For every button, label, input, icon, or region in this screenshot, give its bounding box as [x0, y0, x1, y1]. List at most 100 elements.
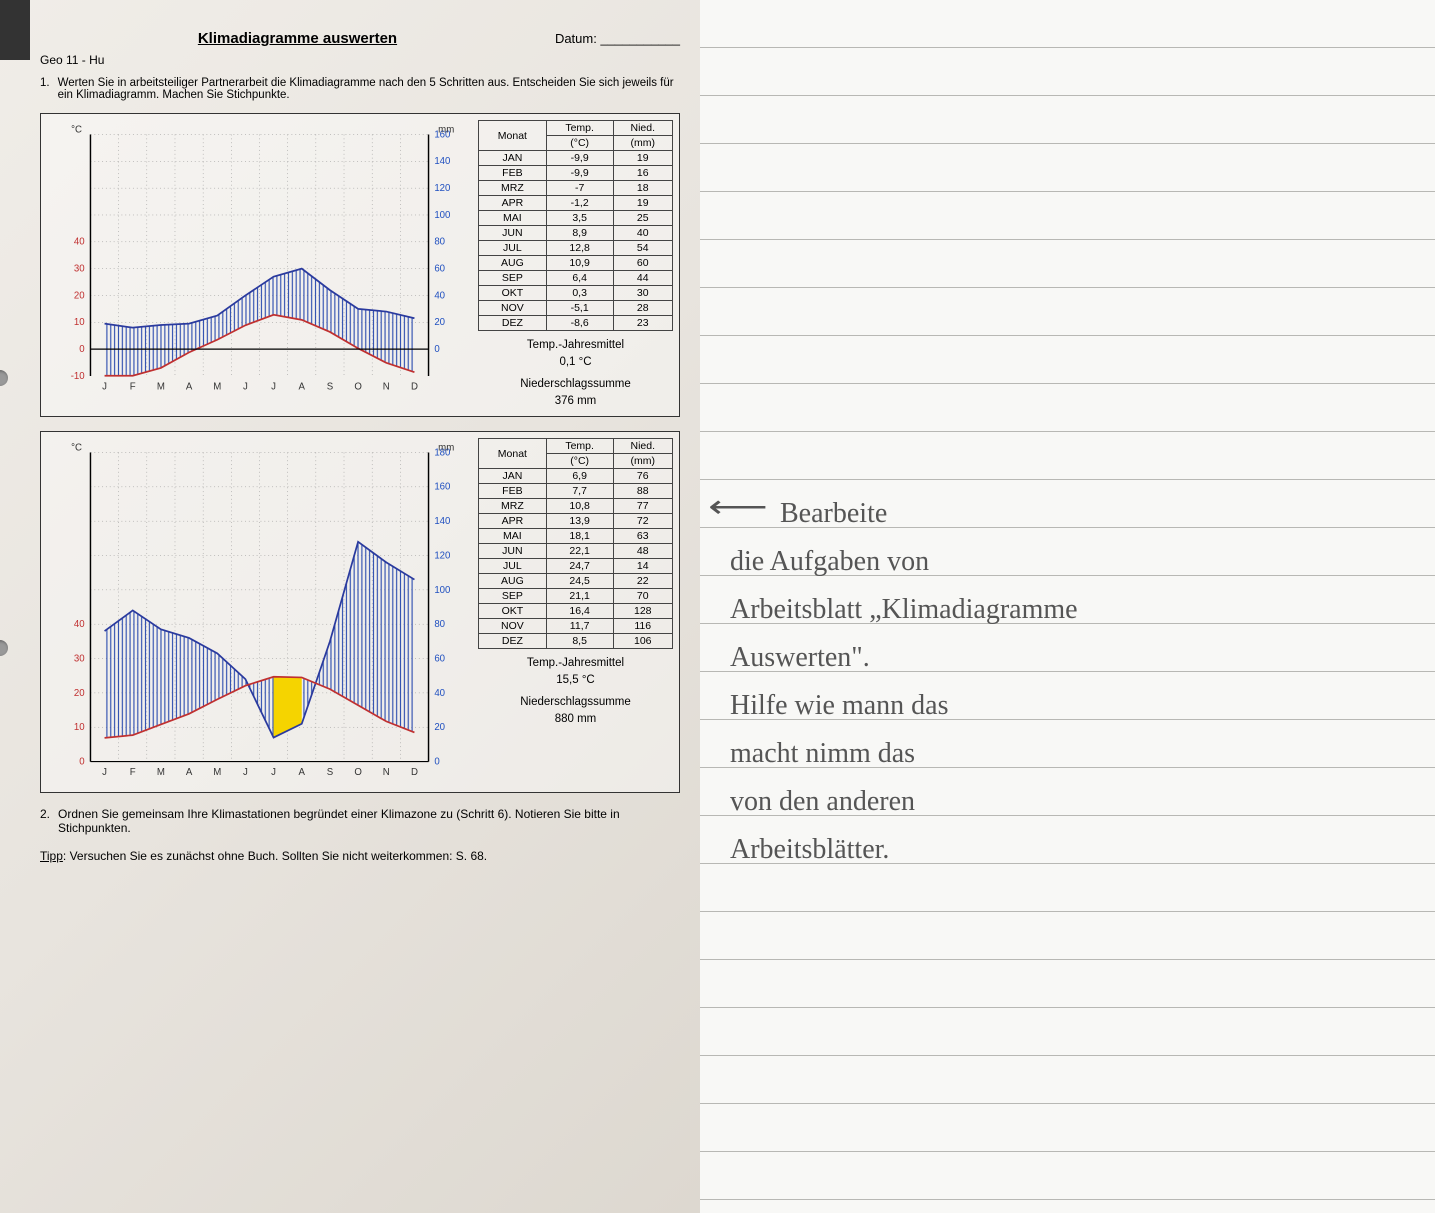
chart-1: -10010203040020406080100120140160JFMAMJJ… — [47, 120, 472, 410]
svg-text:F: F — [130, 767, 136, 778]
data-table-1: MonatTemp.Nied. (°C)(mm)JAN-9,919FEB-9,9… — [478, 120, 673, 331]
task-number: 1. — [40, 77, 50, 101]
svg-text:20: 20 — [434, 722, 445, 733]
svg-text:10: 10 — [74, 317, 85, 328]
svg-text:40: 40 — [434, 290, 445, 301]
svg-text:N: N — [383, 381, 390, 392]
svg-text:J: J — [243, 767, 248, 778]
svg-text:A: A — [299, 767, 306, 778]
svg-text:S: S — [327, 767, 333, 778]
tip-text: : Versuchen Sie es zunächst ohne Buch. S… — [63, 849, 487, 863]
svg-text:M: M — [213, 767, 221, 778]
svg-text:30: 30 — [74, 264, 85, 275]
handwriting-line: die Aufgaben von — [730, 538, 1405, 586]
handwritten-note: ⟵ Bearbeitedie Aufgaben vonArbeitsblatt … — [730, 490, 1405, 874]
svg-text:J: J — [271, 381, 276, 392]
svg-text:0: 0 — [434, 344, 439, 355]
svg-text:120: 120 — [434, 183, 450, 194]
svg-text:A: A — [299, 381, 306, 392]
svg-text:M: M — [157, 767, 165, 778]
svg-text:30: 30 — [74, 653, 85, 664]
svg-text:0: 0 — [434, 756, 439, 767]
worksheet-page: Klimadiagramme auswerten Datum: ________… — [0, 0, 700, 1213]
svg-text:M: M — [213, 381, 221, 392]
precip-sum-value: 880 mm — [478, 711, 673, 728]
svg-text:0: 0 — [79, 344, 84, 355]
svg-text:D: D — [411, 767, 418, 778]
svg-text:20: 20 — [74, 290, 85, 301]
svg-text:160: 160 — [434, 482, 450, 493]
tip-label: Tipp — [40, 849, 63, 863]
temp-mean-value: 15,5 °C — [478, 672, 673, 689]
svg-text:°C: °C — [71, 443, 82, 454]
svg-text:J: J — [102, 381, 107, 392]
svg-text:J: J — [271, 767, 276, 778]
svg-text:140: 140 — [434, 156, 450, 167]
svg-text:-10: -10 — [71, 371, 85, 382]
svg-text:120: 120 — [434, 550, 450, 561]
svg-text:mm: mm — [438, 443, 454, 454]
handwriting-line: Hilfe wie mann das — [730, 682, 1405, 730]
svg-text:A: A — [186, 767, 193, 778]
punch-hole — [0, 640, 8, 656]
svg-text:60: 60 — [434, 653, 445, 664]
header-row: Klimadiagramme auswerten Datum: ________… — [40, 30, 680, 47]
svg-text:O: O — [354, 767, 362, 778]
scan-artifact — [0, 0, 30, 60]
svg-text:40: 40 — [74, 237, 85, 248]
notebook-page: ⟵ Bearbeitedie Aufgaben vonArbeitsblatt … — [700, 0, 1435, 1213]
chart-2: 010203040020406080100120140160180JFMAMJJ… — [47, 438, 472, 786]
svg-text:D: D — [411, 381, 418, 392]
handwriting-line: Arbeitsblatt „Klimadiagramme — [730, 586, 1405, 634]
punch-hole — [0, 370, 8, 386]
chart-svg-1: -10010203040020406080100120140160JFMAMJJ… — [47, 120, 472, 400]
svg-text:F: F — [130, 381, 136, 392]
task-1: 1. Werten Sie in arbeitsteiliger Partner… — [40, 77, 680, 101]
temp-mean-label: Temp.-Jahresmittel — [478, 337, 673, 354]
svg-text:A: A — [186, 381, 193, 392]
svg-text:20: 20 — [74, 688, 85, 699]
climate-diagram-2: 010203040020406080100120140160180JFMAMJJ… — [40, 431, 680, 793]
data-column-1: MonatTemp.Nied. (°C)(mm)JAN-9,919FEB-9,9… — [478, 120, 673, 410]
svg-text:S: S — [327, 381, 333, 392]
precip-sum-value: 376 mm — [478, 393, 673, 410]
svg-text:mm: mm — [438, 125, 454, 136]
date-field: Datum: ___________ — [555, 31, 680, 46]
climate-diagram-1: -10010203040020406080100120140160JFMAMJJ… — [40, 113, 680, 417]
data-table-2: MonatTemp.Nied. (°C)(mm)JAN6,976FEB7,788… — [478, 438, 673, 649]
svg-text:40: 40 — [434, 688, 445, 699]
data-column-2: MonatTemp.Nied. (°C)(mm)JAN6,976FEB7,788… — [478, 438, 673, 786]
svg-text:M: M — [157, 381, 165, 392]
precip-sum-label: Niederschlagssumme — [478, 694, 673, 711]
tip-line: Tipp: Versuchen Sie es zunächst ohne Buc… — [40, 849, 680, 863]
svg-text:°C: °C — [71, 125, 82, 136]
svg-text:20: 20 — [434, 317, 445, 328]
date-label: Datum: — [555, 31, 597, 46]
temp-mean-value: 0,1 °C — [478, 354, 673, 371]
chart-svg-2: 010203040020406080100120140160180JFMAMJJ… — [47, 438, 472, 786]
task-number: 2. — [40, 807, 50, 835]
svg-text:80: 80 — [434, 619, 445, 630]
svg-text:N: N — [383, 767, 390, 778]
svg-text:60: 60 — [434, 264, 445, 275]
temp-mean-label: Temp.-Jahresmittel — [478, 655, 673, 672]
task-text: Ordnen Sie gemeinsam Ihre Klimastationen… — [58, 807, 680, 835]
svg-text:140: 140 — [434, 516, 450, 527]
handwriting-line: Arbeitsblätter. — [730, 826, 1405, 874]
svg-text:J: J — [243, 381, 248, 392]
svg-text:100: 100 — [434, 210, 450, 221]
task-text: Werten Sie in arbeitsteiliger Partnerarb… — [58, 77, 680, 101]
summary-2: Temp.-Jahresmittel 15,5 °C Niederschlags… — [478, 655, 673, 728]
summary-1: Temp.-Jahresmittel 0,1 °C Niederschlagss… — [478, 337, 673, 410]
precip-sum-label: Niederschlagssumme — [478, 376, 673, 393]
task-2: 2. Ordnen Sie gemeinsam Ihre Klimastatio… — [40, 807, 680, 835]
svg-text:J: J — [102, 767, 107, 778]
worksheet-title: Klimadiagramme auswerten — [198, 30, 397, 47]
svg-text:O: O — [354, 381, 362, 392]
handwriting-line: macht nimm das — [730, 730, 1405, 778]
svg-text:0: 0 — [79, 756, 84, 767]
svg-text:40: 40 — [74, 619, 85, 630]
arrow-icon: ⟵ — [708, 482, 768, 530]
handwriting-line: Auswerten". — [730, 634, 1405, 682]
handwriting-line: von den anderen — [730, 778, 1405, 826]
